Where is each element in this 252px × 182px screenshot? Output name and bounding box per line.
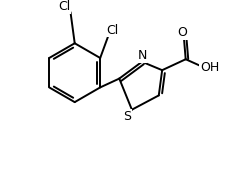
Text: Cl: Cl	[58, 0, 71, 13]
Text: S: S	[123, 110, 131, 123]
Text: N: N	[137, 49, 147, 62]
Text: OH: OH	[200, 61, 219, 74]
Text: O: O	[178, 26, 187, 39]
Text: Cl: Cl	[106, 24, 119, 37]
